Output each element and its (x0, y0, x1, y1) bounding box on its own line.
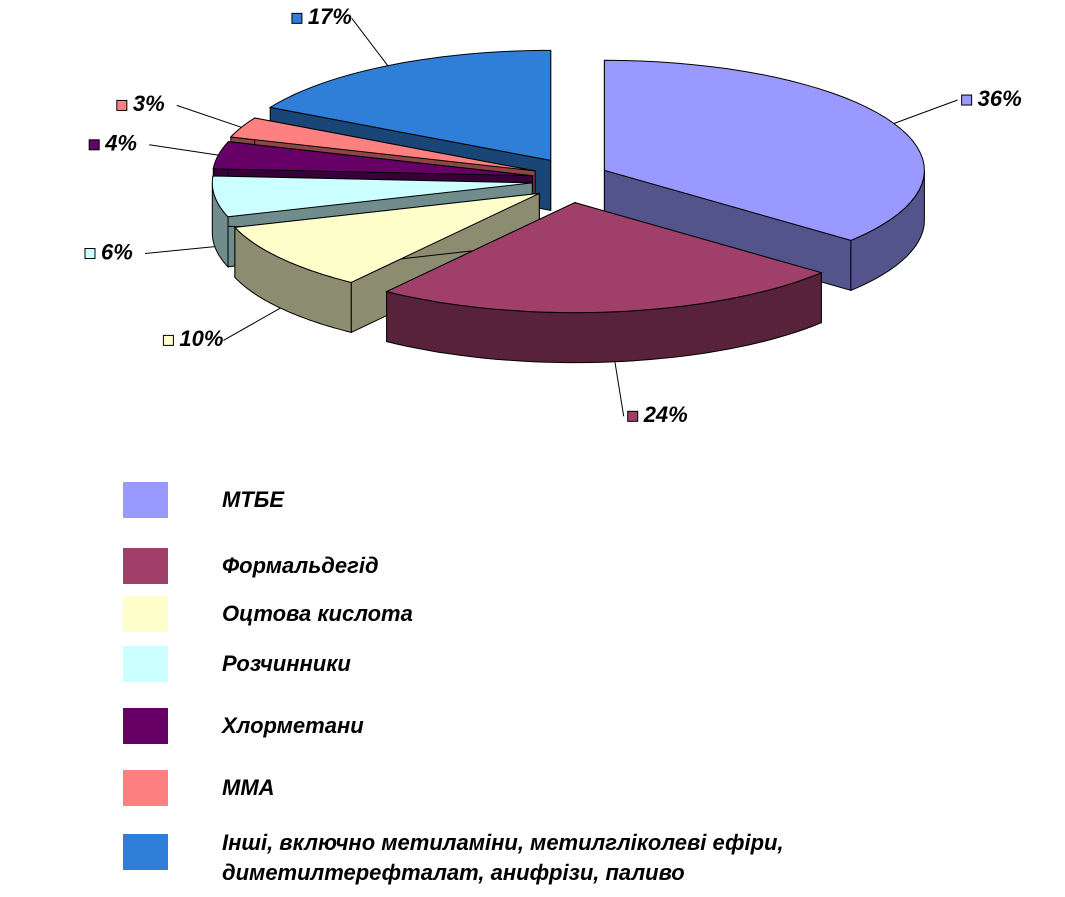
legend-label: ММА (222, 775, 275, 800)
legend-label: Інші, включно метиламіни, метилгліколеві… (222, 830, 784, 885)
label-marker (291, 12, 303, 24)
leader-line (614, 361, 625, 417)
legend-label: МТБЕ (222, 487, 285, 512)
legend-label: Формальдегід (222, 553, 379, 578)
legend-label: Розчинники (222, 651, 351, 676)
leader-line (351, 18, 389, 67)
label-marker (88, 139, 100, 151)
slice-top (233, 192, 540, 283)
value-label: 10% (179, 326, 223, 351)
value-label: 17% (308, 4, 352, 29)
legend-swatch (123, 770, 168, 806)
legend-swatch (123, 646, 168, 682)
slice-top (385, 202, 823, 314)
leader-line (893, 99, 958, 124)
value-label: 6% (101, 239, 133, 264)
label-marker (116, 99, 128, 111)
value-label: 3% (133, 91, 165, 116)
value-label: 36% (978, 86, 1022, 111)
legend-swatch (123, 482, 168, 518)
value-label: 4% (104, 131, 137, 156)
leader-line (149, 144, 219, 156)
pie-chart: 36% 24% 10% 6% 4% 3% 17% (84, 4, 1022, 427)
slice-top (211, 175, 533, 218)
legend-label: Оцтова кислота (222, 601, 413, 626)
label-marker (961, 94, 973, 106)
legend-swatch (123, 548, 168, 584)
leader-line (144, 246, 215, 254)
leader-line (223, 307, 281, 341)
value-label: 24% (643, 402, 688, 427)
label-marker (627, 410, 639, 422)
legend-label: Хлорметани (222, 713, 364, 738)
label-marker (84, 248, 96, 260)
legend-swatch (123, 834, 168, 870)
legend-swatch (123, 708, 168, 744)
legend-swatch (123, 596, 168, 632)
leader-line (176, 104, 242, 128)
label-marker (162, 334, 174, 346)
